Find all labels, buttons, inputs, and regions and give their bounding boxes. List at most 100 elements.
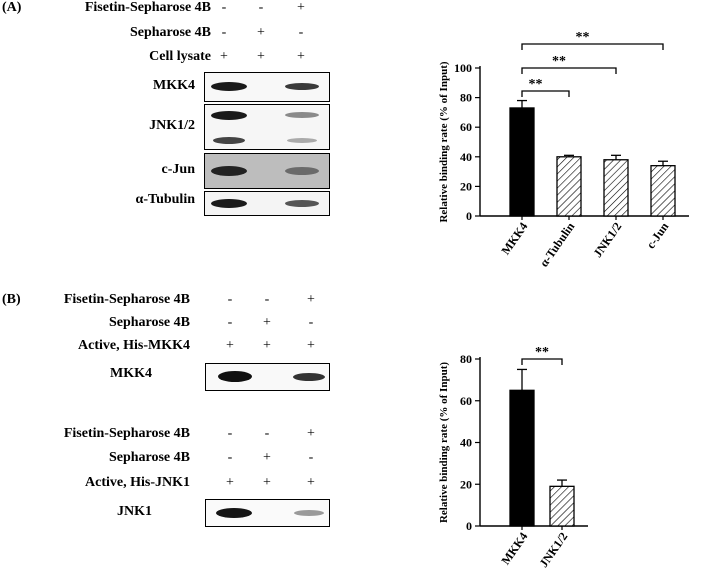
- blot-band: [211, 199, 247, 208]
- blot-label: JNK1: [117, 504, 152, 519]
- condition-sign: +: [263, 338, 271, 353]
- significance-label: **: [552, 54, 566, 69]
- western-blot-his-mkk4: [205, 363, 330, 391]
- blot-band: [285, 167, 319, 175]
- significance-bracket: [521, 43, 664, 50]
- condition-label: Sepharose 4B: [108, 450, 190, 465]
- condition-sign: +: [226, 475, 234, 490]
- condition-sign: -: [308, 450, 314, 465]
- bar-chart-b: Relative binding rate (% of Input) 0 20 40 6…: [438, 345, 588, 570]
- condition-sign: +: [297, 0, 305, 15]
- condition-label: Active, His-JNK1: [85, 475, 190, 490]
- x-tick-label: JNK1/2: [590, 220, 624, 260]
- bar: [549, 485, 575, 527]
- condition-sign: +: [220, 49, 228, 64]
- condition-sign: -: [227, 450, 233, 465]
- condition-sign: -: [221, 25, 227, 40]
- western-blot-jnk: [204, 104, 330, 150]
- blot-band: [287, 138, 317, 143]
- blot-label: MKK4: [153, 78, 195, 93]
- blot-band: [213, 137, 245, 144]
- western-blot-his-jnk1: [205, 499, 330, 527]
- x-tick-label: JNK1/2: [536, 530, 570, 570]
- significance-bracket: [521, 358, 563, 365]
- condition-sign: -: [264, 426, 270, 441]
- panel-a-label: (A): [2, 0, 22, 15]
- significance-bracket: [521, 67, 617, 74]
- western-blot-tubulin: [204, 191, 330, 216]
- condition-sign: -: [227, 426, 233, 441]
- blot-band: [211, 111, 247, 120]
- condition-sign: -: [264, 292, 270, 307]
- y-tick-label: 40: [460, 150, 472, 164]
- condition-sign: +: [307, 292, 315, 307]
- y-tick-label: 60: [460, 394, 472, 408]
- bar: [650, 165, 676, 217]
- x-tick-label: α-Tubulin: [537, 219, 578, 269]
- y-tick-label: 40: [460, 436, 472, 450]
- blot-label: α-Tubulin: [135, 192, 195, 207]
- blot-band: [216, 508, 252, 518]
- condition-sign: -: [221, 0, 227, 15]
- condition-label: Fisetin-Sepharose 4B: [84, 0, 211, 15]
- y-tick-label: 20: [460, 477, 472, 491]
- condition-label: Sepharose 4B: [108, 315, 190, 330]
- blot-band: [211, 166, 247, 176]
- bar: [556, 156, 582, 217]
- y-tick-label: 0: [466, 209, 472, 223]
- x-tick-label: MKK4: [498, 530, 530, 568]
- condition-sign: +: [297, 49, 305, 64]
- condition-label: Cell lysate: [149, 49, 211, 64]
- y-tick-label: 60: [460, 120, 472, 134]
- condition-sign: -: [308, 315, 314, 330]
- condition-sign: +: [257, 25, 265, 40]
- blot-label: MKK4: [110, 366, 152, 381]
- x-tick-label: c-Jun: [644, 219, 672, 251]
- blot-band: [293, 373, 325, 381]
- bar: [603, 159, 629, 217]
- bar: [509, 389, 535, 527]
- condition-sign: +: [263, 315, 271, 330]
- condition-label: Fisetin-Sepharose 4B: [63, 426, 190, 441]
- condition-label: Active, His-MKK4: [78, 338, 190, 353]
- blot-band: [211, 82, 247, 91]
- x-tick-label: MKK4: [498, 220, 530, 258]
- condition-sign: +: [307, 475, 315, 490]
- western-blot-mkk4: [204, 72, 330, 102]
- blot-label: c-Jun: [161, 162, 195, 177]
- y-tick-label: 80: [460, 352, 472, 366]
- condition-sign: +: [257, 49, 265, 64]
- condition-sign: +: [307, 426, 315, 441]
- y-tick-label: 20: [460, 179, 472, 193]
- y-tick-label: 0: [466, 519, 472, 533]
- blot-band: [294, 510, 324, 516]
- condition-sign: +: [263, 450, 271, 465]
- condition-sign: +: [226, 338, 234, 353]
- significance-label: **: [535, 345, 549, 360]
- blot-band: [218, 371, 252, 382]
- blot-band: [285, 83, 319, 90]
- blot-band: [285, 112, 319, 118]
- panel-b-label: (B): [2, 292, 21, 307]
- significance-label: **: [529, 77, 543, 92]
- condition-label: Fisetin-Sepharose 4B: [63, 292, 190, 307]
- blot-label: JNK1/2: [149, 118, 195, 133]
- condition-label: Sepharose 4B: [129, 25, 211, 40]
- condition-sign: -: [227, 292, 233, 307]
- y-tick-label: 100: [454, 61, 472, 75]
- condition-sign: -: [258, 0, 264, 15]
- condition-sign: -: [298, 25, 304, 40]
- condition-sign: +: [263, 475, 271, 490]
- bar-chart-a: Relative binding rate (% of Input) 0 20 40 6…: [438, 30, 689, 269]
- y-axis-label: Relative binding rate (% of Input): [438, 362, 450, 523]
- condition-sign: -: [227, 315, 233, 330]
- bar: [509, 107, 535, 217]
- significance-bracket: [521, 90, 570, 97]
- condition-sign: +: [307, 338, 315, 353]
- significance-label: **: [576, 30, 590, 45]
- y-tick-label: 80: [460, 91, 472, 105]
- western-blot-cjun: [204, 153, 330, 189]
- blot-band: [285, 200, 319, 207]
- y-axis-label: Relative binding rate (% of Input): [438, 61, 450, 222]
